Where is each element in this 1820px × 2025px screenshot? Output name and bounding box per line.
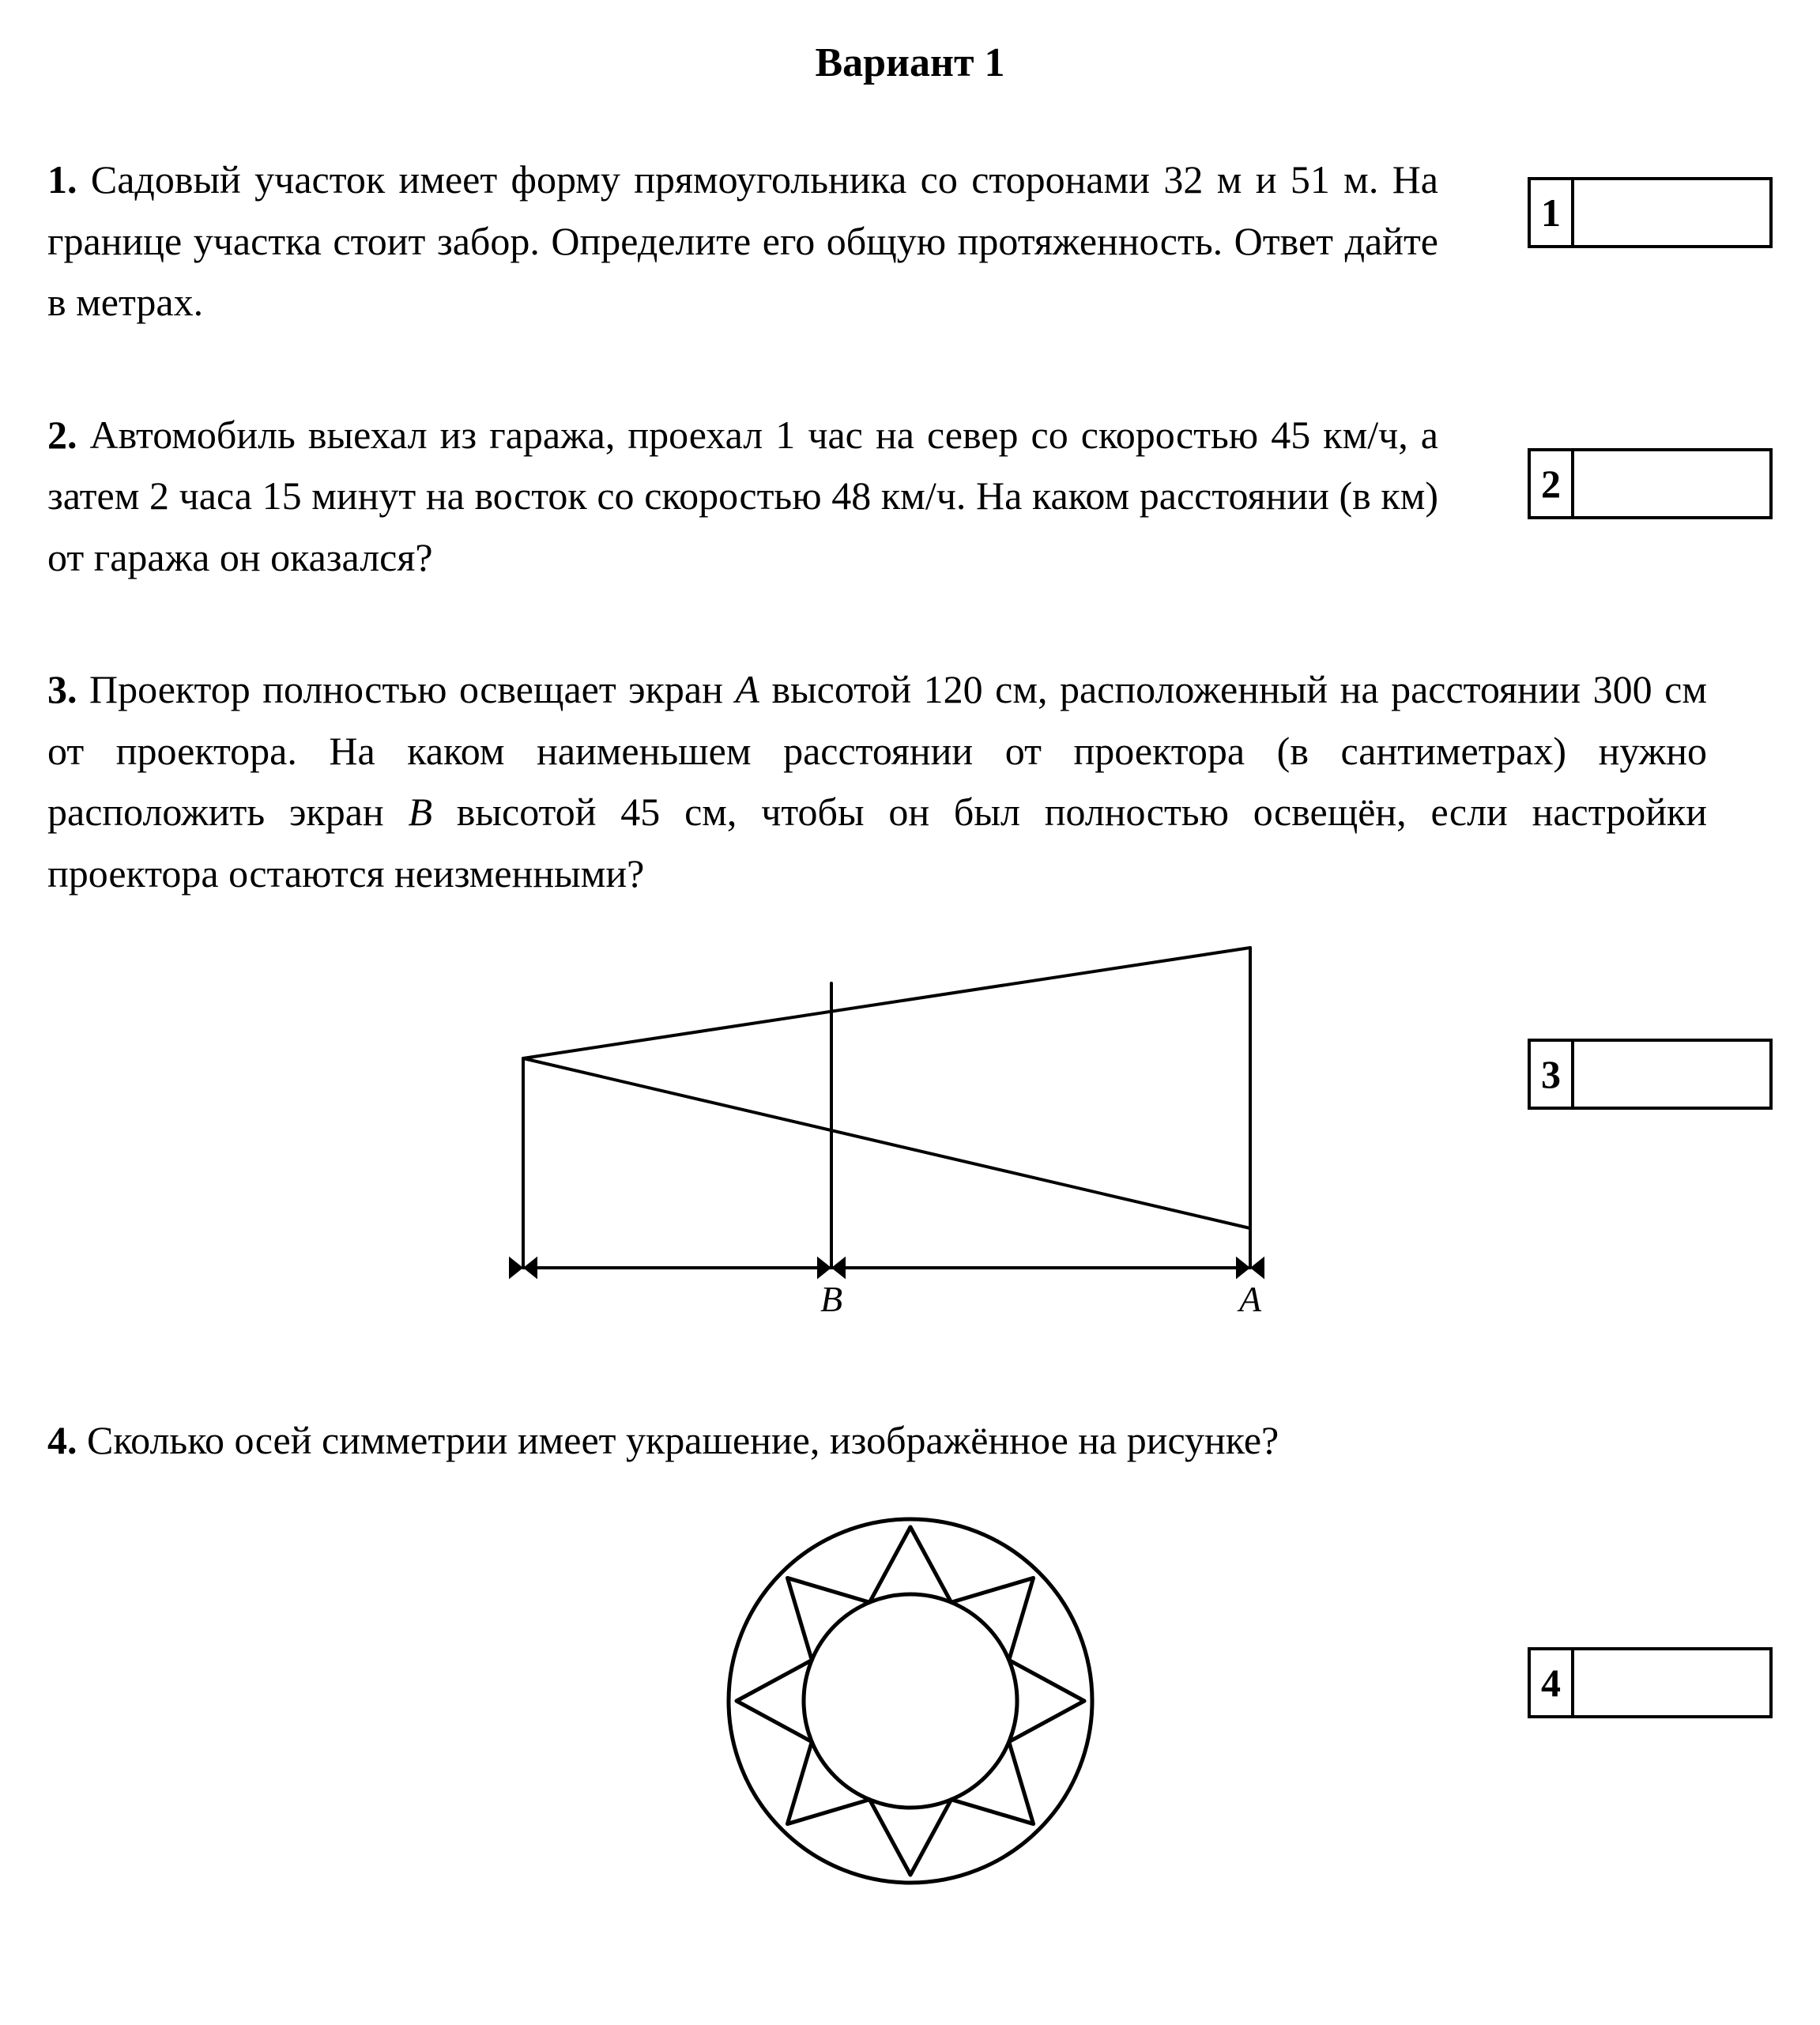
answer-box-1-label: 1 <box>1531 180 1574 245</box>
problem-1: 1. Садовый участок имеет форму прямоугол… <box>47 149 1773 334</box>
problem-3-number: 3. <box>47 667 77 711</box>
projector-diagram: BA <box>476 928 1345 1339</box>
answer-box-1: 1 <box>1528 177 1773 248</box>
answer-box-4-label: 4 <box>1531 1650 1574 1715</box>
svg-text:B: B <box>820 1279 842 1319</box>
svg-text:A: A <box>1236 1279 1261 1319</box>
answer-box-2-field[interactable] <box>1574 451 1769 516</box>
problem-4: 4. Сколько осей симметрии имеет украшени… <box>47 1410 1773 1906</box>
problem-4-number: 4. <box>47 1418 77 1462</box>
problem-3-screen-a: A <box>735 667 759 711</box>
answer-box-4-field[interactable] <box>1574 1650 1769 1715</box>
problem-4-body: Сколько осей симметрии имеет украшение, … <box>77 1418 1279 1462</box>
problem-3-body-a: Проектор полностью освещает экран <box>77 667 736 711</box>
problem-2-body: Автомобиль выехал из гаража, проехал 1 ч… <box>47 413 1438 579</box>
problem-2: 2. Автомобиль выехал из гаража, проехал … <box>47 405 1773 589</box>
answer-box-2-label: 2 <box>1531 451 1574 516</box>
problem-3-screen-b: B <box>408 790 432 834</box>
answer-box-2: 2 <box>1528 448 1773 519</box>
answer-box-3-field[interactable] <box>1574 1042 1769 1107</box>
problem-2-number: 2. <box>47 413 77 457</box>
answer-box-4: 4 <box>1528 1647 1773 1718</box>
problem-1-text: 1. Садовый участок имеет форму прямоугол… <box>47 149 1438 334</box>
problem-3: 3. Проектор полностью освещает экран A в… <box>47 659 1773 1339</box>
answer-box-1-field[interactable] <box>1574 180 1769 245</box>
answer-box-3: 3 <box>1528 1039 1773 1110</box>
problem-4-text: 4. Сколько осей симметрии имеет украшени… <box>47 1410 1707 1472</box>
answer-box-3-label: 3 <box>1531 1042 1574 1107</box>
page-title: Вариант 1 <box>47 40 1773 86</box>
problem-2-text: 2. Автомобиль выехал из гаража, проехал … <box>47 405 1438 589</box>
problem-1-number: 1. <box>47 157 77 202</box>
star-ring-diagram <box>705 1495 1116 1906</box>
problem-3-text: 3. Проектор полностью освещает экран A в… <box>47 659 1707 904</box>
problem-1-body: Садовый участок имеет форму прямоугольни… <box>47 157 1438 324</box>
